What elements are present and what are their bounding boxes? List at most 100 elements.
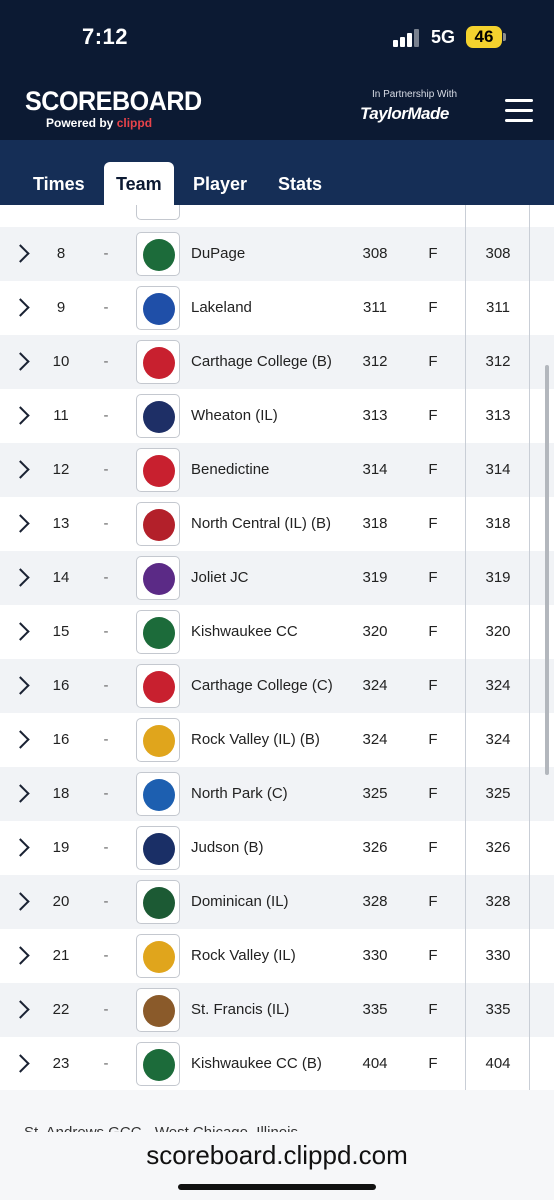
column-divider xyxy=(465,205,466,1090)
tab-team[interactable]: Team xyxy=(104,162,174,205)
table-row[interactable]: 8 - DuPage 308 F 308 xyxy=(0,227,554,281)
hamburger-menu-icon[interactable] xyxy=(505,99,533,123)
total-cell: 404 xyxy=(485,1055,511,1072)
chevron-right-icon[interactable] xyxy=(11,514,30,533)
chevron-right-icon[interactable] xyxy=(11,352,30,371)
team-logo xyxy=(136,880,180,924)
team-name-cell: Carthage College (B) xyxy=(191,353,332,370)
tab-player[interactable]: Player xyxy=(193,174,248,194)
chevron-right-icon[interactable] xyxy=(11,622,30,641)
team-logo-mark xyxy=(143,401,175,433)
tab-times[interactable]: Times xyxy=(33,174,85,194)
team-logo-mark xyxy=(143,293,175,325)
score-cell: 404 xyxy=(362,1055,388,1072)
position-cell: 19 xyxy=(52,839,70,856)
team-name-cell: Kishwaukee CC (B) xyxy=(191,1055,322,1072)
chevron-right-icon[interactable] xyxy=(11,244,30,263)
score-cell: 312 xyxy=(362,353,388,370)
team-logo xyxy=(136,1042,180,1086)
chevron-right-icon[interactable] xyxy=(11,730,30,749)
table-row[interactable]: 18 - North Park (C) 325 F 325 xyxy=(0,767,554,821)
score-cell: 335 xyxy=(362,1001,388,1018)
chevron-right-icon[interactable] xyxy=(11,676,30,695)
score-cell: 324 xyxy=(362,731,388,748)
movement-cell: - xyxy=(103,1055,109,1072)
score-cell: 330 xyxy=(362,947,388,964)
position-cell: 21 xyxy=(52,947,70,964)
tab-bar: Times Team Player Stats xyxy=(0,140,554,205)
course-info-strip xyxy=(0,1090,554,1140)
thru-cell: F xyxy=(428,569,438,586)
chevron-right-icon[interactable] xyxy=(11,1054,30,1073)
table-row[interactable]: 13 - North Central (IL) (B) 318 F 318 xyxy=(0,497,554,551)
team-logo xyxy=(136,772,180,816)
team-logo-mark xyxy=(143,1049,175,1081)
movement-cell: - xyxy=(103,677,109,694)
total-cell: 312 xyxy=(485,353,511,370)
brand-logo[interactable]: SCOREBOARD xyxy=(25,86,202,116)
team-logo-mark xyxy=(143,347,175,379)
thru-cell: F xyxy=(428,1055,438,1072)
chevron-right-icon[interactable] xyxy=(11,892,30,911)
team-name-cell: Joliet JC xyxy=(191,569,249,586)
total-cell: 335 xyxy=(485,1001,511,1018)
table-row[interactable]: 10 - Carthage College (B) 312 F 312 xyxy=(0,335,554,389)
movement-cell: - xyxy=(103,785,109,802)
chevron-right-icon[interactable] xyxy=(11,460,30,479)
score-cell: 320 xyxy=(362,623,388,640)
total-cell: 314 xyxy=(485,461,511,478)
table-row[interactable]: 11 - Wheaton (IL) 313 F 313 xyxy=(0,389,554,443)
chevron-right-icon[interactable] xyxy=(11,838,30,857)
chevron-right-icon[interactable] xyxy=(11,1000,30,1019)
table-row[interactable]: 9 - Lakeland 311 F 311 xyxy=(0,281,554,335)
team-name-cell: Lakeland xyxy=(191,299,252,316)
position-cell: 14 xyxy=(52,569,70,586)
chevron-right-icon[interactable] xyxy=(11,298,30,317)
table-row[interactable]: 23 - Kishwaukee CC (B) 404 F 404 xyxy=(0,1037,554,1090)
score-cell: 326 xyxy=(362,839,388,856)
chevron-right-icon[interactable] xyxy=(11,946,30,965)
movement-cell: - xyxy=(103,623,109,640)
table-row[interactable]: 12 - Benedictine 314 F 314 xyxy=(0,443,554,497)
table-row[interactable]: 14 - Joliet JC 319 F 319 xyxy=(0,551,554,605)
table-row[interactable]: 16 - Rock Valley (IL) (B) 324 F 324 xyxy=(0,713,554,767)
table-row[interactable]: 16 - Carthage College (C) 324 F 324 xyxy=(0,659,554,713)
position-cell: 18 xyxy=(52,785,70,802)
movement-cell: - xyxy=(103,407,109,424)
position-cell: 15 xyxy=(52,623,70,640)
total-cell: 330 xyxy=(485,947,511,964)
team-name-cell: Benedictine xyxy=(191,461,270,478)
team-logo-mark xyxy=(143,239,175,271)
team-name-cell: Rock Valley (IL) xyxy=(191,947,296,964)
thru-cell: F xyxy=(428,245,438,262)
team-logo-mark xyxy=(143,455,175,487)
score-cell: 308 xyxy=(362,245,388,262)
table-row[interactable]: 22 - St. Francis (IL) 335 F 335 xyxy=(0,983,554,1037)
team-name-cell: North Central (IL) (B) xyxy=(191,515,332,532)
team-logo xyxy=(136,826,180,870)
chevron-right-icon[interactable] xyxy=(11,406,30,425)
table-row[interactable]: 19 - Judson (B) 326 F 326 xyxy=(0,821,554,875)
chevron-right-icon[interactable] xyxy=(11,568,30,587)
total-cell: 318 xyxy=(485,515,511,532)
table-row[interactable]: 20 - Dominican (IL) 328 F 328 xyxy=(0,875,554,929)
table-row[interactable]: 15 - Kishwaukee CC 320 F 320 xyxy=(0,605,554,659)
movement-cell: - xyxy=(103,569,109,586)
total-cell: 328 xyxy=(485,893,511,910)
movement-cell: - xyxy=(103,839,109,856)
partner-logo[interactable]: TaylorMade xyxy=(360,104,449,123)
thru-cell: F xyxy=(428,353,438,370)
movement-cell: - xyxy=(103,245,109,262)
tab-stats[interactable]: Stats xyxy=(278,174,323,194)
home-indicator[interactable] xyxy=(178,1184,376,1190)
url-text[interactable]: scoreboard.clippd.com xyxy=(146,1140,408,1170)
team-logo xyxy=(136,232,180,276)
signal-icon xyxy=(393,29,421,47)
position-cell: 13 xyxy=(52,515,70,532)
thru-cell: F xyxy=(428,785,438,802)
scrollbar[interactable] xyxy=(545,365,549,775)
total-cell: 326 xyxy=(485,839,511,856)
chevron-right-icon[interactable] xyxy=(11,784,30,803)
team-logo-mark xyxy=(143,995,175,1027)
table-row[interactable]: 21 - Rock Valley (IL) 330 F 330 xyxy=(0,929,554,983)
